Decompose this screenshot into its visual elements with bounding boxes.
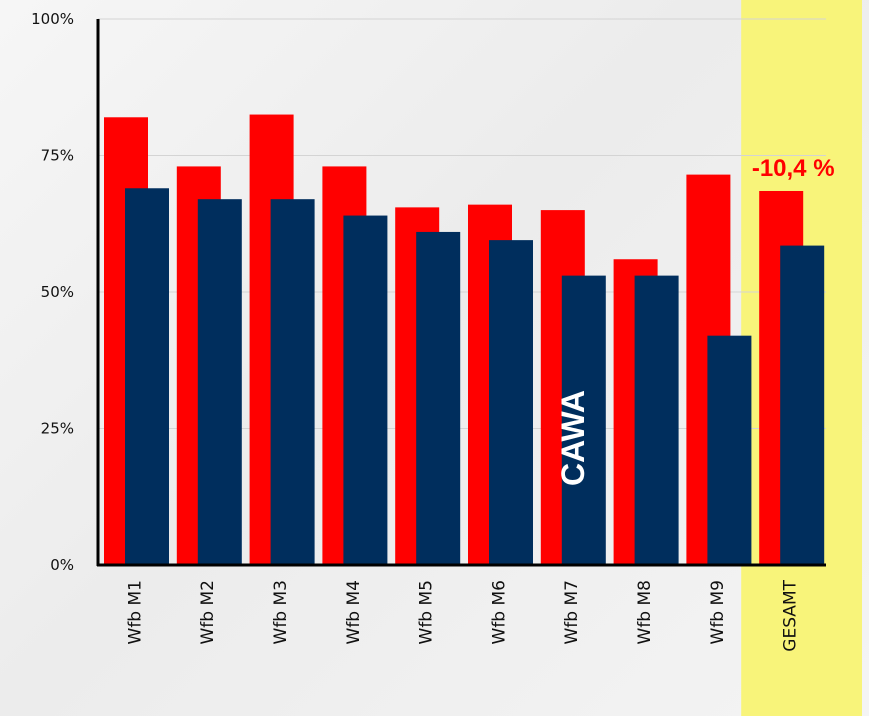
- y-tick-label: 75%: [41, 147, 74, 165]
- bar-series2: [197, 199, 242, 565]
- y-tick-label: 100%: [31, 10, 74, 28]
- x-tick-label: GESAMT: [781, 579, 801, 651]
- bar-series2: [489, 240, 533, 565]
- bar-series2: [780, 245, 825, 565]
- x-tick-label: Wfb M2: [198, 580, 218, 644]
- change-annotation: -10,4 %: [752, 155, 835, 182]
- bar-series2: [416, 231, 461, 565]
- y-tick-label: 25%: [41, 420, 74, 438]
- x-tick-label: Wfb M4: [344, 580, 364, 644]
- bar-series2: [561, 275, 606, 565]
- x-tick-label: Wfb M9: [708, 580, 728, 644]
- bar-series2: [270, 199, 315, 565]
- x-tick-label: Wfb M3: [271, 580, 291, 644]
- bar-series2: [343, 215, 388, 565]
- x-tick-label: Wfb M6: [489, 580, 509, 644]
- cawa-annotation: CAWA: [555, 390, 591, 486]
- x-tick-label: Wfb M5: [417, 580, 437, 644]
- bar-series2: [125, 188, 169, 565]
- x-tick-label: Wfb M1: [125, 580, 145, 644]
- y-tick-label: 50%: [41, 283, 74, 301]
- x-tick-label: Wfb M7: [562, 580, 582, 644]
- y-tick-label: 0%: [50, 556, 74, 574]
- bar-series2: [634, 275, 679, 565]
- x-tick-label: Wfb M8: [635, 580, 655, 644]
- bar-series2: [707, 335, 752, 565]
